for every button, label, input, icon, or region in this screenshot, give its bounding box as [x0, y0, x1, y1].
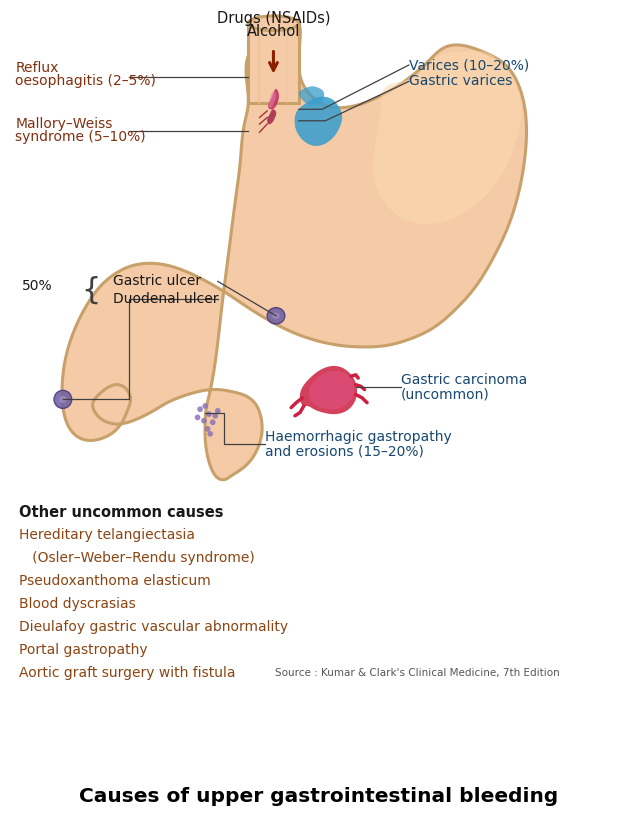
Polygon shape [372, 50, 522, 224]
Ellipse shape [59, 396, 67, 403]
Text: 50%: 50% [22, 280, 52, 294]
Ellipse shape [212, 412, 218, 418]
Text: Drugs (NSAIDs): Drugs (NSAIDs) [217, 11, 330, 26]
Ellipse shape [215, 408, 221, 413]
Text: Reflux: Reflux [15, 61, 59, 75]
Text: Pseudoxanthoma elasticum: Pseudoxanthoma elasticum [19, 574, 211, 588]
Ellipse shape [210, 419, 216, 425]
Ellipse shape [206, 412, 212, 417]
Text: syndrome (5–10%): syndrome (5–10%) [15, 130, 146, 144]
Ellipse shape [54, 390, 72, 408]
Text: Causes of upper gastrointestinal bleeding: Causes of upper gastrointestinal bleedin… [79, 786, 559, 805]
Ellipse shape [272, 313, 280, 319]
Text: Alcohol: Alcohol [247, 24, 300, 39]
Text: Portal gastropathy: Portal gastropathy [19, 644, 147, 658]
Text: (uncommon): (uncommon) [401, 388, 490, 402]
Ellipse shape [195, 414, 200, 420]
Polygon shape [299, 87, 324, 105]
Ellipse shape [207, 431, 213, 436]
Ellipse shape [267, 308, 285, 324]
Polygon shape [300, 366, 357, 414]
Text: and erosions (15–20%): and erosions (15–20%) [265, 445, 424, 459]
Text: Mallory–Weiss: Mallory–Weiss [15, 117, 113, 131]
Text: Aortic graft surgery with fistula: Aortic graft surgery with fistula [19, 666, 235, 680]
Polygon shape [268, 92, 276, 108]
Text: Duodenal ulcer: Duodenal ulcer [113, 292, 219, 306]
Text: Gastric ulcer: Gastric ulcer [113, 275, 202, 289]
Text: (Osler–Weber–Rendu syndrome): (Osler–Weber–Rendu syndrome) [19, 551, 254, 565]
Text: Hereditary telangiectasia: Hereditary telangiectasia [19, 529, 195, 542]
Ellipse shape [201, 417, 207, 423]
Text: Haemorrhagic gastropathy: Haemorrhagic gastropathy [265, 430, 452, 444]
Text: oesophagitis (2–5%): oesophagitis (2–5%) [15, 74, 156, 88]
Text: Varices (10–20%): Varices (10–20%) [409, 58, 529, 72]
Polygon shape [62, 19, 527, 480]
Ellipse shape [248, 16, 299, 31]
Polygon shape [309, 370, 355, 409]
Ellipse shape [202, 403, 208, 409]
Text: Gastric carcinoma: Gastric carcinoma [401, 373, 527, 387]
Text: Gastric varices: Gastric varices [409, 74, 512, 88]
Text: Other uncommon causes: Other uncommon causes [19, 505, 223, 520]
Text: Blood dyscrasias: Blood dyscrasias [19, 597, 135, 611]
Polygon shape [248, 23, 299, 103]
Polygon shape [267, 109, 276, 125]
Text: Dieulafoy gastric vascular abnormality: Dieulafoy gastric vascular abnormality [19, 620, 288, 634]
Ellipse shape [205, 426, 211, 431]
Text: {: { [82, 276, 101, 305]
Ellipse shape [197, 407, 203, 412]
Polygon shape [268, 89, 279, 110]
Text: Source : Kumar & Clark's Clinical Medicine, 7th Edition: Source : Kumar & Clark's Clinical Medici… [275, 668, 559, 678]
Polygon shape [295, 97, 342, 145]
